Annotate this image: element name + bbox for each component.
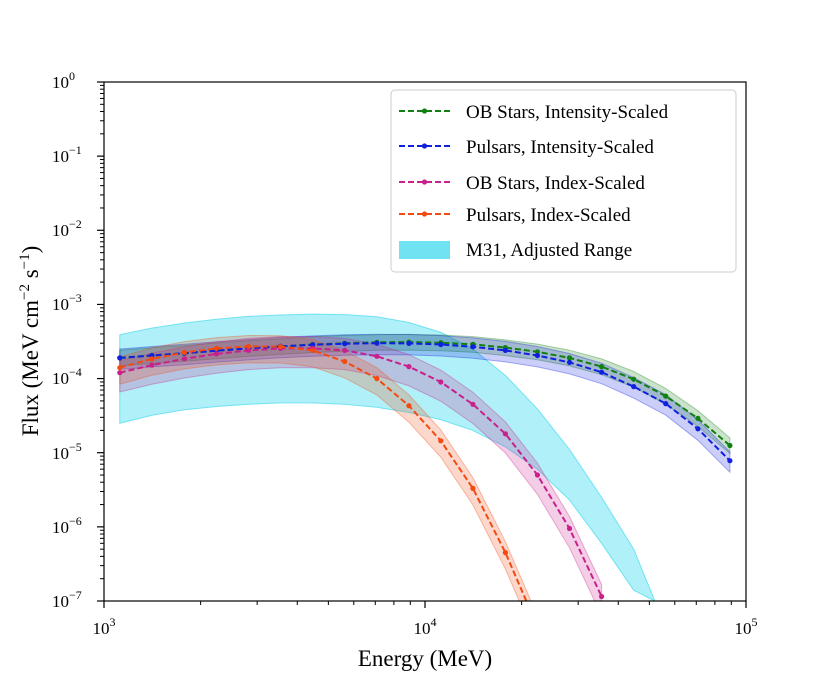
data-point-pulsar-index xyxy=(245,343,252,349)
series-band-pulsar-intensity xyxy=(119,333,731,474)
data-point-ob-index xyxy=(534,472,541,478)
data-point-ob-index xyxy=(406,364,412,370)
data-point-ob-index xyxy=(149,362,155,368)
data-point-ob-index xyxy=(438,379,444,385)
x-tick-label: 104 xyxy=(414,615,437,638)
data-point-pulsar-index xyxy=(310,347,316,353)
data-point-pulsar-intensity xyxy=(342,341,348,347)
data-point-pulsar-index xyxy=(213,345,219,351)
data-point-ob-index xyxy=(470,401,476,407)
data-point-ob-intensity xyxy=(631,376,637,382)
data-point-pulsar-index xyxy=(502,550,508,556)
data-point-ob-index xyxy=(117,370,123,376)
series-band-ob-index xyxy=(119,336,603,601)
series-line-pulsar-index xyxy=(119,345,528,601)
data-point-pulsar-index xyxy=(181,349,187,356)
data-point-pulsar-intensity xyxy=(599,369,605,375)
data-point-ob-index xyxy=(245,347,252,353)
data-point-pulsar-index xyxy=(406,403,412,409)
legend-marker-ob-intensity xyxy=(421,108,428,114)
legend: OB Stars, Intensity-Scaled Pulsars, Inte… xyxy=(390,89,737,273)
data-point-pulsar-intensity xyxy=(438,341,444,348)
data-point-ob-intensity xyxy=(727,442,733,449)
data-point-pulsar-intensity xyxy=(727,458,733,464)
x-axis-title: Energy (MeV) xyxy=(358,646,492,671)
y-tick-label: 10−1 xyxy=(52,143,82,166)
data-point-pulsar-index xyxy=(374,376,380,382)
legend-label-pulsar-intensity: Pulsars, Intensity-Scaled xyxy=(466,137,654,158)
data-point-ob-index xyxy=(374,353,380,359)
data-point-pulsar-intensity xyxy=(502,347,508,353)
legend-marker-ob-index xyxy=(421,179,428,185)
data-point-ob-intensity xyxy=(695,415,701,421)
data-point-ob-index xyxy=(342,347,348,353)
data-point-pulsar-intensity xyxy=(695,426,701,432)
data-point-pulsar-index xyxy=(149,356,155,362)
legend-label-ob-index: OB Stars, Index-Scaled xyxy=(466,173,645,194)
data-point-pulsar-intensity xyxy=(374,340,380,346)
data-point-ob-index xyxy=(502,431,508,437)
data-point-ob-index xyxy=(181,356,187,362)
data-point-ob-intensity xyxy=(566,355,573,361)
y-axis-title: Flux (MeV cm−2 s−1) xyxy=(17,246,43,437)
y-tick-label: 10−3 xyxy=(52,291,82,314)
data-point-pulsar-index xyxy=(117,365,123,371)
data-point-pulsar-intensity xyxy=(566,359,573,365)
data-point-pulsar-intensity xyxy=(406,340,412,346)
legend-marker-pulsar-index xyxy=(421,211,428,217)
series-line-ob-index xyxy=(119,347,603,597)
data-point-pulsar-index xyxy=(278,344,284,350)
data-point-ob-index xyxy=(213,351,219,357)
data-point-ob-intensity xyxy=(663,393,669,399)
y-tick-label: 10−6 xyxy=(52,514,82,537)
data-point-ob-index xyxy=(566,525,573,532)
y-tick-label: 10−5 xyxy=(52,440,82,463)
data-point-pulsar-intensity xyxy=(534,352,541,359)
data-point-pulsar-intensity xyxy=(117,355,123,361)
data-point-pulsar-intensity xyxy=(663,401,669,407)
y-tick-label: 10−7 xyxy=(52,588,82,611)
data-point-pulsar-intensity xyxy=(631,384,637,390)
series-line-pulsar-intensity xyxy=(119,342,731,462)
y-tick-label: 10−2 xyxy=(52,217,82,240)
plot-content xyxy=(117,313,733,601)
m31-band xyxy=(119,313,656,601)
data-point-ob-intensity xyxy=(534,349,541,355)
data-point-pulsar-intensity xyxy=(470,344,476,350)
x-tick-label: 105 xyxy=(735,615,758,638)
legend-label-ob-intensity: OB Stars, Intensity-Scaled xyxy=(466,102,669,123)
legend-label-pulsar-index: Pulsars, Index-Scaled xyxy=(466,205,631,226)
legend-box xyxy=(390,89,737,273)
legend-swatch-m31 xyxy=(399,241,450,259)
data-point-pulsar-index xyxy=(470,485,476,491)
data-point-ob-intensity xyxy=(599,364,605,370)
y-tick-label: 100 xyxy=(52,69,75,92)
data-point-pulsar-index xyxy=(342,358,348,365)
legend-marker-pulsar-intensity xyxy=(421,143,428,149)
series-band-pulsar-index xyxy=(119,334,532,601)
y-tick-label: 10−4 xyxy=(52,365,82,388)
x-tick-label: 103 xyxy=(93,615,116,638)
axis-ticks xyxy=(97,81,747,608)
legend-label-m31: M31, Adjusted Range xyxy=(466,240,632,261)
data-point-pulsar-intensity xyxy=(310,342,316,348)
data-point-pulsar-index xyxy=(438,438,444,444)
data-point-ob-index xyxy=(599,593,605,600)
